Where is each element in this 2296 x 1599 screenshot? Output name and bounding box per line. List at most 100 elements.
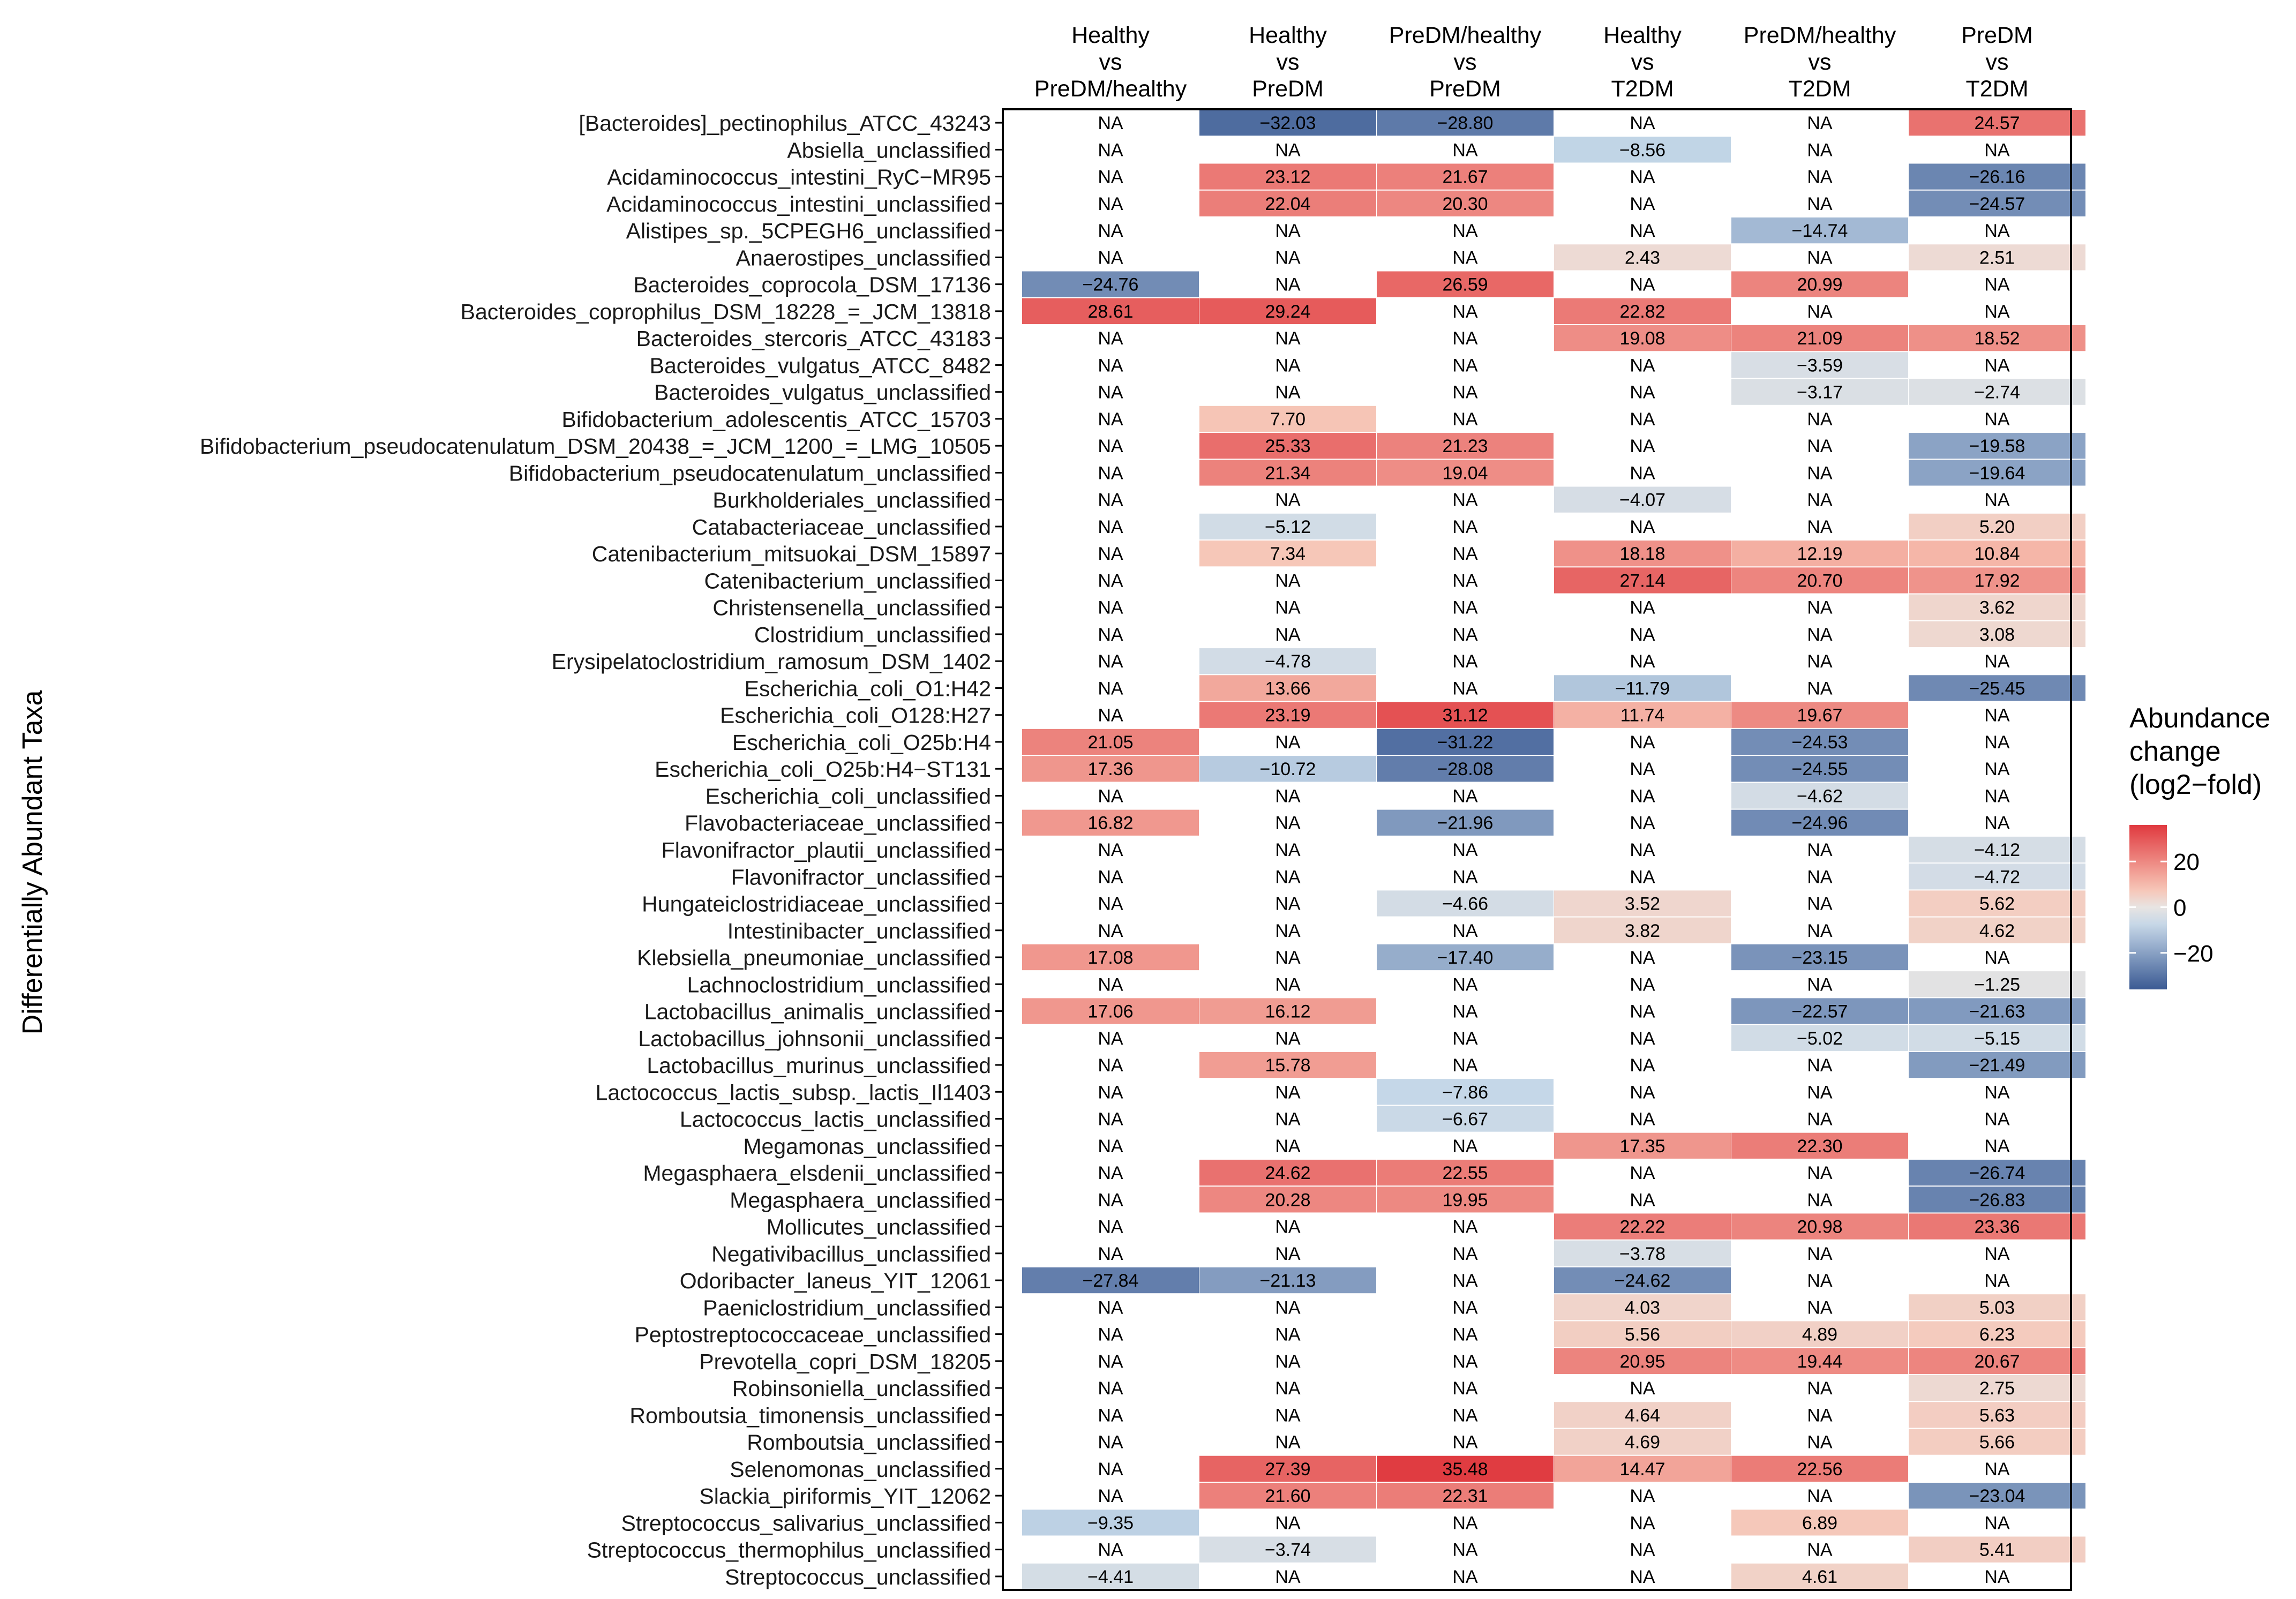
cell-value: 17.35	[1619, 1136, 1665, 1157]
cell-value: NA	[1630, 1163, 1655, 1183]
heatmap-cell	[1022, 729, 1199, 755]
cell-value: −4.78	[1265, 651, 1311, 672]
heatmap-cell	[1554, 567, 1731, 594]
column-label-5-line-3: T2DM	[1788, 76, 1851, 102]
cell-value: NA	[1807, 436, 1833, 456]
cell-value: −3.59	[1797, 355, 1843, 376]
heatmap-cell	[1731, 567, 1908, 594]
cell-value: NA	[1984, 409, 2010, 430]
cell-value: NA	[1630, 221, 1655, 241]
cell-value: 5.41	[1979, 1540, 2015, 1560]
row-label: Klebsiella_pneumoniae_unclassified	[637, 945, 991, 970]
cell-value: NA	[1807, 167, 1833, 187]
heatmap-cell	[1554, 1455, 1731, 1482]
cell-value: NA	[1807, 1378, 1833, 1399]
cell-value: NA	[1807, 1055, 1833, 1076]
cell-value: NA	[1275, 625, 1301, 645]
heatmap-cell	[1377, 1159, 1554, 1186]
cell-value: NA	[1807, 490, 1833, 511]
row-label: Acidaminococcus_intestini_unclassified	[606, 192, 991, 216]
heatmap-cell	[1909, 1536, 2085, 1563]
row-label: Bacteroides_coprophilus_DSM_18228_=_JCM_…	[461, 299, 991, 324]
column-label-6-line-3: T2DM	[1965, 76, 2028, 102]
heatmap-cell	[1909, 244, 2085, 271]
row-label: Flavobacteriaceae_unclassified	[685, 811, 991, 836]
row-label: Catenibacterium_mitsuokai_DSM_15897	[592, 542, 991, 566]
cell-value: NA	[1098, 1136, 1123, 1157]
heatmap-cell	[1731, 998, 1908, 1024]
cell-value: NA	[1807, 1163, 1833, 1183]
row-label: Mollicutes_unclassified	[767, 1215, 991, 1240]
cell-value: NA	[1630, 382, 1655, 403]
heatmap-cell	[1554, 675, 1731, 701]
cell-value: 5.63	[1979, 1405, 2015, 1425]
row-label: Megamonas_unclassified	[743, 1134, 991, 1159]
cell-value: NA	[1630, 948, 1655, 968]
row-label: Odoribacter_laneus_YIT_12061	[680, 1268, 991, 1293]
cell-value: NA	[1098, 1432, 1123, 1453]
cell-value: NA	[1807, 625, 1833, 645]
cell-value: 3.82	[1625, 921, 1660, 941]
cell-value: 21.60	[1265, 1486, 1310, 1506]
row-label: Negativibacillus_unclassified	[711, 1242, 991, 1266]
cell-value: 22.56	[1797, 1459, 1842, 1480]
cell-value: NA	[1098, 1486, 1123, 1506]
row-label: Paeniclostridium_unclassified	[703, 1295, 991, 1320]
heatmap-cell	[1199, 163, 1376, 190]
cell-value: NA	[1275, 1352, 1301, 1372]
cell-value: NA	[1098, 678, 1123, 699]
column-label-2-line-1: Healthy	[1249, 22, 1327, 48]
row-label: Bifidobacterium_pseudocatenulatum_DSM_20…	[200, 434, 991, 459]
heatmap-cell	[1731, 1321, 1908, 1347]
heatmap-cell	[1377, 729, 1554, 755]
cell-value: NA	[1452, 140, 1478, 160]
cell-value: 19.95	[1442, 1190, 1488, 1210]
cell-value: −11.79	[1615, 678, 1670, 699]
row-label: Escherichia_coli_O25b:H4	[732, 730, 991, 755]
cell-value: −6.67	[1442, 1109, 1488, 1130]
cell-value: 22.04	[1265, 194, 1310, 214]
cell-value: 5.20	[1979, 517, 2015, 537]
heatmap-cells: NA −32.03 −28.80 NA NA 24.57 NA NA NA −8.56 NA NA NA…	[1022, 110, 2085, 1589]
row-label: Bifidobacterium_adolescentis_ATCC_15703	[562, 407, 991, 432]
cell-value: NA	[1452, 867, 1478, 887]
heatmap-cell	[1377, 433, 1554, 459]
heatmap-cell	[1909, 836, 2085, 863]
cell-value: 24.62	[1265, 1163, 1310, 1183]
heatmap-cell	[1199, 406, 1376, 432]
heatmap-cell	[1731, 1025, 1908, 1051]
cell-value: NA	[1275, 786, 1301, 806]
row-label: Peptostreptococcaceae_unclassified	[634, 1323, 991, 1347]
cell-value: −10.72	[1260, 759, 1316, 779]
cell-value: NA	[1275, 275, 1301, 295]
heatmap-cell	[1022, 1563, 1199, 1589]
legend-tick-label: 0	[2173, 895, 2186, 921]
cell-value: NA	[1984, 705, 2010, 726]
column-label-3-line-3: PreDM	[1429, 76, 1501, 102]
cell-value: NA	[1984, 1513, 2010, 1533]
cell-value: −24.53	[1792, 732, 1848, 753]
legend-tick-label: 20	[2173, 849, 2200, 875]
cell-value: −21.49	[1969, 1055, 2025, 1076]
heatmap-cell	[1909, 110, 2085, 136]
heatmap-cell	[1909, 864, 2085, 890]
cell-value: −23.04	[1969, 1486, 2025, 1506]
heatmap-cell	[1554, 1321, 1731, 1347]
cell-value: 17.36	[1087, 759, 1133, 779]
cell-value: 11.74	[1620, 705, 1665, 726]
cell-value: NA	[1452, 1271, 1478, 1291]
cell-value: NA	[1098, 1082, 1123, 1102]
cell-value: NA	[1098, 140, 1123, 160]
cell-value: NA	[1630, 1540, 1655, 1560]
cell-value: 7.70	[1270, 409, 1305, 430]
column-label-4-line-1: Healthy	[1603, 22, 1682, 48]
heatmap-cell	[1377, 460, 1554, 486]
cell-value: −24.55	[1792, 759, 1848, 779]
cell-value: NA	[1807, 463, 1833, 483]
cell-value: 5.66	[1979, 1432, 2015, 1453]
heatmap-cell	[1909, 325, 2085, 351]
cell-value: NA	[1630, 651, 1655, 672]
heatmap-cell	[1731, 1510, 1908, 1536]
cell-value: NA	[1275, 355, 1301, 376]
cell-value: NA	[1452, 921, 1478, 941]
